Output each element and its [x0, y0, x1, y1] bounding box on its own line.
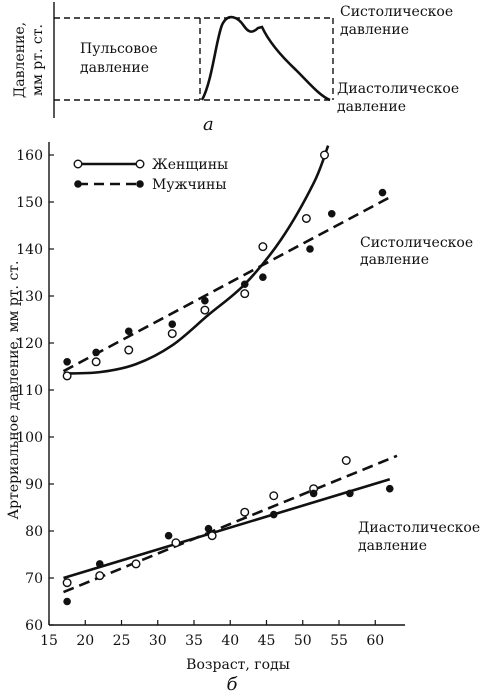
data-point-series-1: [240, 280, 249, 289]
legend-marker-men-right: [136, 180, 144, 188]
y-tick-label: 120: [16, 336, 43, 352]
legend-marker-women-right: [135, 159, 145, 169]
data-point-series-3: [95, 560, 104, 568]
data-point-series-0: [62, 371, 72, 381]
data-point-series-0: [91, 357, 101, 367]
data-point-series-2: [341, 456, 351, 466]
fit-line-series-0: [63, 145, 330, 375]
x-tick-label: 45: [258, 633, 276, 649]
y-tick-label: 150: [16, 195, 43, 211]
y-tick-label: 110: [16, 383, 43, 399]
panel-b-xlabel: Возраст, годы: [186, 657, 290, 673]
y-tick-label: 140: [16, 242, 43, 258]
data-point-series-0: [301, 213, 311, 223]
x-tick-label: 20: [76, 633, 94, 649]
data-point-series-1: [124, 327, 133, 336]
data-point-series-1: [306, 245, 314, 253]
y-tick-label: 60: [25, 618, 43, 634]
x-tick-label: 35: [185, 633, 203, 649]
systolic-label-a-line2: давление: [340, 22, 409, 38]
data-point-series-3: [346, 489, 354, 498]
legend-marker-men-left: [74, 180, 82, 188]
legend-label-men: Мужчины: [152, 177, 227, 193]
x-tick-label: 50: [294, 633, 312, 649]
data-point-series-3: [63, 597, 71, 606]
diastolic-label-b-line2: давление: [358, 538, 427, 554]
legend: Женщины Мужчины: [73, 157, 228, 193]
data-point-series-1: [327, 209, 336, 218]
fit-line-series-1: [62, 196, 391, 373]
panel-b-axes: 60 70 80 90 100 110 120 130 140 150 160 15 20 25 30 35 4…: [16, 142, 405, 649]
data-point-series-0: [258, 242, 268, 252]
pulse-pressure-label-line1: Пульсовое: [80, 41, 158, 57]
data-point-series-1: [378, 188, 387, 197]
y-tick-label: 80: [25, 524, 43, 540]
diastolic-label-a-line2: давление: [337, 99, 406, 115]
panel-b-ylabel: Артериальное давление, мм рт. ст.: [6, 261, 22, 520]
data-point-series-0: [320, 150, 330, 160]
systolic-label-a-line1: Систолическое: [340, 4, 453, 20]
x-tick-label: 25: [113, 633, 131, 649]
data-point-series-0: [200, 305, 210, 315]
panel-b: Артериальное давление, мм рт. ст. Возрас…: [6, 142, 480, 695]
y-tick-label: 90: [25, 477, 43, 493]
data-point-series-1: [201, 296, 209, 305]
legend-label-women: Женщины: [152, 157, 228, 173]
y-tick-label: 160: [16, 148, 43, 164]
data-point-series-2: [95, 571, 105, 581]
data-point-series-2: [269, 491, 279, 501]
y-tick-label: 70: [25, 571, 43, 587]
diastolic-label-b-line1: Диастолическое: [358, 520, 480, 536]
data-point-series-1: [259, 273, 267, 282]
data-point-series-1: [63, 358, 71, 366]
systolic-label-b-line2: давление: [360, 252, 429, 268]
data-point-series-2: [240, 507, 250, 517]
x-tick-label: 60: [366, 633, 384, 649]
panel-b-fit-lines: [62, 145, 398, 594]
systolic-label-b-line1: Систолическое: [360, 235, 473, 251]
x-tick-label: 55: [330, 633, 348, 649]
x-tick-label: 15: [40, 633, 58, 649]
panel-b-points: [62, 150, 394, 606]
data-point-series-3: [269, 510, 278, 519]
panel-b-label: б: [227, 674, 239, 695]
data-point-series-0: [240, 289, 250, 299]
legend-marker-women-left: [73, 159, 83, 169]
fit-line-series-3: [63, 454, 398, 594]
pressure-waveform: [200, 15, 331, 102]
panel-a-label: а: [203, 114, 214, 135]
data-point-series-2: [131, 559, 141, 569]
panel-a: Давление, мм рт. ст. Пульсовое давление …: [12, 2, 459, 135]
panel-a-ylabel-line1: Давление,: [12, 22, 28, 98]
data-point-series-3: [309, 489, 318, 498]
y-tick-label: 130: [16, 289, 43, 305]
data-point-series-2: [171, 538, 181, 548]
x-tick-label: 40: [221, 633, 239, 649]
diastolic-label-a-line1: Диастолическое: [337, 81, 459, 97]
data-point-series-0: [124, 345, 134, 355]
data-point-series-2: [207, 531, 217, 541]
y-tick-label: 100: [16, 430, 43, 446]
data-point-series-0: [167, 329, 177, 339]
panel-a-ylabel-line2: мм рт. ст.: [30, 24, 46, 96]
fit-line-series-2: [63, 478, 391, 580]
data-point-series-3: [385, 484, 394, 493]
data-point-series-1: [92, 348, 100, 357]
data-point-series-3: [204, 524, 213, 533]
data-point-series-2: [62, 578, 72, 588]
data-point-series-1: [168, 320, 177, 329]
data-point-series-3: [164, 531, 173, 540]
pulse-pressure-label-line2: давление: [80, 60, 149, 76]
x-tick-label: 30: [149, 633, 167, 649]
